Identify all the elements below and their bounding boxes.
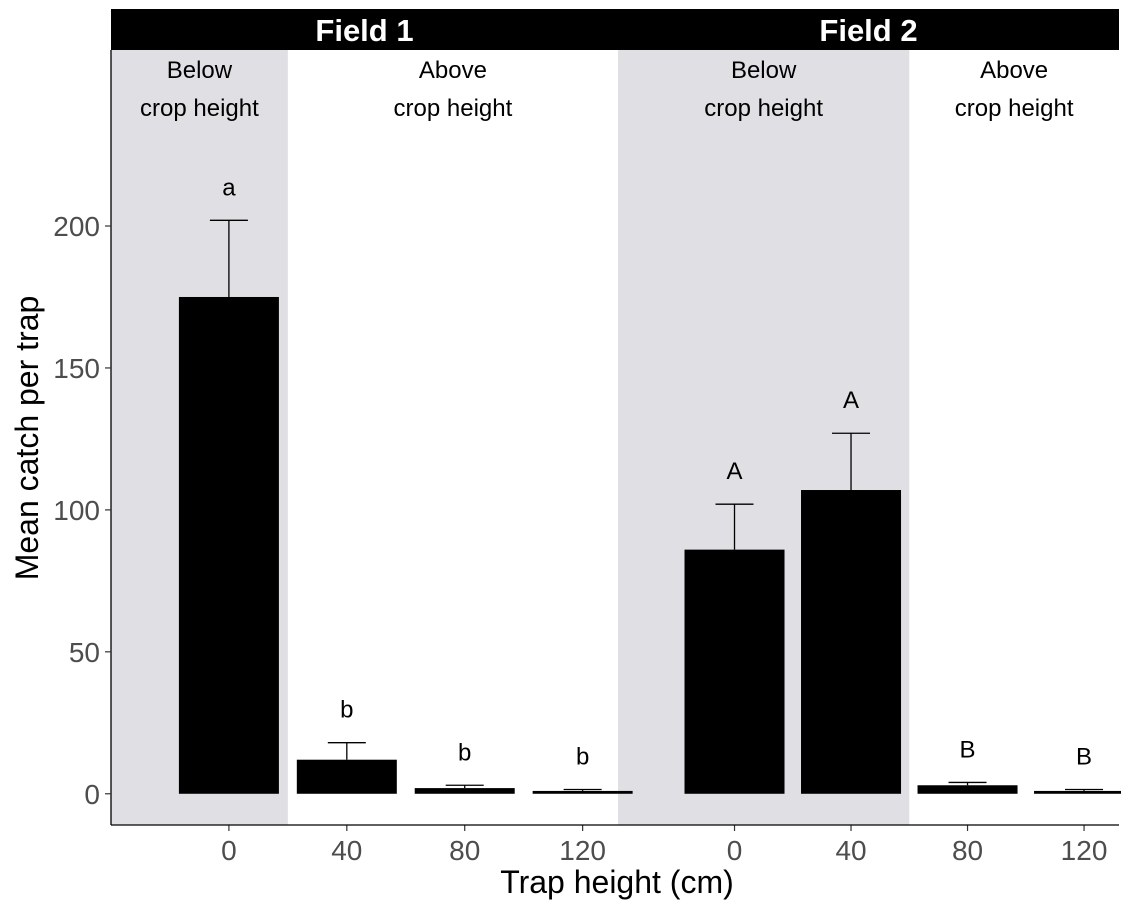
x-tick-label: 80 [952,835,983,866]
significance-label: A [727,458,743,485]
region-label: Above [419,57,487,84]
significance-label: b [458,739,471,766]
region-label: Below [167,57,233,84]
y-tick-label: 150 [53,353,100,384]
bar [1034,790,1121,794]
region-label: Below [731,57,797,84]
significance-label: B [960,736,976,763]
region-label: crop height [140,95,259,122]
significance-label: A [843,387,859,414]
bar [414,788,515,794]
significance-label: b [576,744,589,771]
panel-strip-1 [111,9,618,50]
panel-title: Field 1 [315,13,413,48]
region-label: crop height [955,95,1074,122]
region-label: crop height [704,95,823,122]
x-tick-label: 120 [559,835,606,866]
y-tick-label: 50 [69,637,100,668]
significance-label: B [1076,744,1092,771]
panel-strip-2 [618,9,1119,50]
significance-label: b [340,697,353,724]
x-tick-label: 80 [449,835,480,866]
significance-label: a [222,174,236,201]
y-tick-label: 0 [84,779,100,810]
bar [801,490,902,794]
x-tick-label: 40 [835,835,866,866]
x-axis-title: Trap height (cm) [500,864,734,900]
x-tick-label: 0 [221,835,237,866]
y-tick-label: 100 [53,495,100,526]
bar [532,790,633,794]
x-tick-label: 0 [727,835,743,866]
region-label: crop height [394,95,513,122]
y-tick-label: 200 [53,211,100,242]
x-tick-label: 40 [331,835,362,866]
bar [917,785,1018,794]
bar [178,296,279,794]
x-tick-label: 120 [1061,835,1108,866]
panel-title: Field 2 [819,13,917,48]
y-axis-title: Mean catch per trap [9,296,45,581]
bar [296,759,397,794]
region-label: Above [980,57,1048,84]
bar [684,549,785,794]
